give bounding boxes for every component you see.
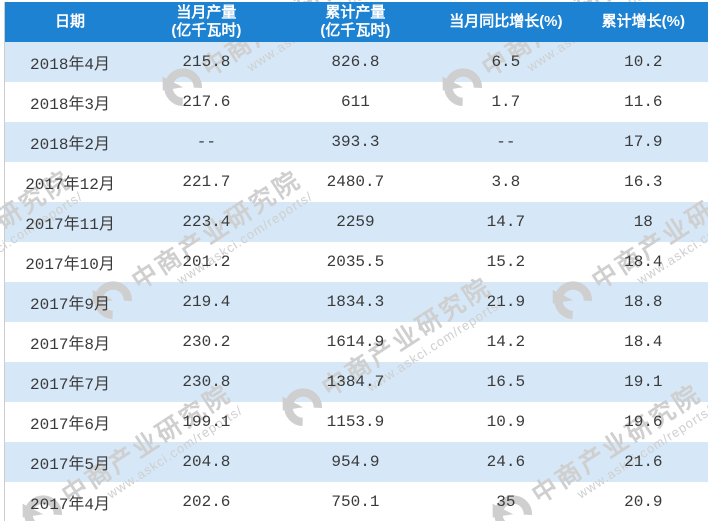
value-cell: 10.2 [624,53,663,71]
table-row: 2018年4月 215.8 826.8 6.5 10.2 [5,42,708,82]
left-border-line [4,2,5,521]
table-row: 2017年4月 202.6 750.1 35 20.9 [5,482,708,521]
row-band [5,42,708,82]
value-cell: 3.8 [491,173,521,191]
date-cell: 2017年10月 [25,256,115,274]
value-cell: 215.8 [182,53,231,71]
value-cell: 20.9 [624,493,663,511]
row-band [5,482,708,521]
value-cell: 219.4 [182,293,231,311]
value-cell: 1614.9 [326,333,385,351]
row-band [5,322,708,362]
value-cell: 223.4 [182,213,231,231]
data-table: 日期 当月产量 (亿千瓦时) 累计产量 (亿千瓦时) 当月同比增长(%) 累计增长(%) 2… [5,2,708,521]
value-cell: 204.8 [182,453,231,471]
value-cell: 16.5 [486,373,526,391]
value-cell: 18.4 [624,253,663,271]
value-cell: 10.9 [486,413,526,431]
value-cell: 230.2 [182,333,231,351]
value-cell: 35 [496,493,516,511]
value-cell: -- [196,133,216,151]
value-cell: 21.9 [486,293,526,311]
column-header: 累计产量 (亿千瓦时) [277,2,434,42]
value-cell: 202.6 [182,493,231,511]
value-cell: 750.1 [331,493,380,511]
value-cell: 14.7 [486,213,526,231]
value-cell: 21.6 [624,453,663,471]
value-cell: 19.6 [624,413,663,431]
value-cell: 201.2 [182,253,231,271]
value-cell: 1834.3 [326,293,385,311]
table-row: 2017年7月 230.8 1384.7 16.5 19.1 [5,362,708,402]
value-cell: 230.8 [182,373,231,391]
value-cell: 199.1 [182,413,231,431]
value-cell: 393.3 [331,133,380,151]
value-cell: 2035.5 [326,253,385,271]
table-row: 2017年9月 219.4 1834.3 21.9 18.8 [5,282,708,322]
value-cell: 16.3 [624,173,663,191]
value-cell: 1153.9 [326,413,385,431]
value-cell: 217.6 [182,93,231,111]
table-row: 2017年5月 204.8 954.9 24.6 21.6 [5,442,708,482]
date-cell: 2017年5月 [30,456,111,474]
value-cell: 11.6 [624,93,663,111]
date-cell: 2017年4月 [30,496,111,514]
table-row: 2018年2月 -- 393.3 -- 17.9 [5,122,708,162]
row-band [5,242,708,282]
date-cell: 2017年9月 [30,296,111,314]
date-cell: 2017年8月 [30,336,111,354]
column-header: 累计增长(%) [578,2,708,42]
row-band [5,82,708,122]
value-cell: 2259 [336,213,375,231]
value-cell: 17.9 [624,133,663,151]
row-band [5,202,708,242]
row-band [5,402,708,442]
table-row: 2017年12月 221.7 2480.7 3.8 16.3 [5,162,708,202]
value-cell: 954.9 [331,453,380,471]
value-cell: 826.8 [331,53,380,71]
column-header: 当月产量 (亿千瓦时) [135,2,278,42]
value-cell: 19.1 [624,373,663,391]
value-cell: 1384.7 [326,373,385,391]
value-cell: 611 [341,93,370,111]
row-band [5,122,708,162]
value-cell: 18.8 [624,293,663,311]
value-cell: 221.7 [182,173,231,191]
table-row: 2017年8月 230.2 1614.9 14.2 18.4 [5,322,708,362]
date-cell: 2018年2月 [30,136,111,154]
column-header: 当月同比增长(%) [433,2,579,42]
date-cell: 2017年11月 [25,216,115,234]
value-cell: 15.2 [486,253,526,271]
row-stripes-layer [5,2,708,521]
value-cell: 6.5 [491,53,521,71]
table-row: 2018年3月 217.6 611 1.7 11.6 [5,82,708,122]
value-cell: 18.4 [624,333,663,351]
table-row: 2017年6月 199.1 1153.9 10.9 19.6 [5,402,708,442]
row-band [5,362,708,402]
value-cell: 18 [633,213,653,231]
table-row: 2017年10月 201.2 2035.5 15.2 18.4 [5,242,708,282]
value-cell: 24.6 [486,453,526,471]
row-band [5,442,708,482]
value-cell: 14.2 [486,333,526,351]
value-cell: -- [496,133,516,151]
date-cell: 2017年12月 [25,176,115,194]
date-cell: 2017年7月 [30,376,111,394]
column-header: 日期 [5,2,136,42]
row-band [5,162,708,202]
date-cell: 2018年3月 [30,96,111,114]
date-cell: 2018年4月 [30,56,111,74]
value-cell: 1.7 [491,93,521,111]
table-header: 日期 当月产量 (亿千瓦时) 累计产量 (亿千瓦时) 当月同比增长(%) 累计增长(%) [5,2,708,42]
table-row: 2017年11月 223.4 2259 14.7 18 [5,202,708,242]
value-cell: 2480.7 [326,173,385,191]
date-cell: 2017年6月 [30,416,111,434]
